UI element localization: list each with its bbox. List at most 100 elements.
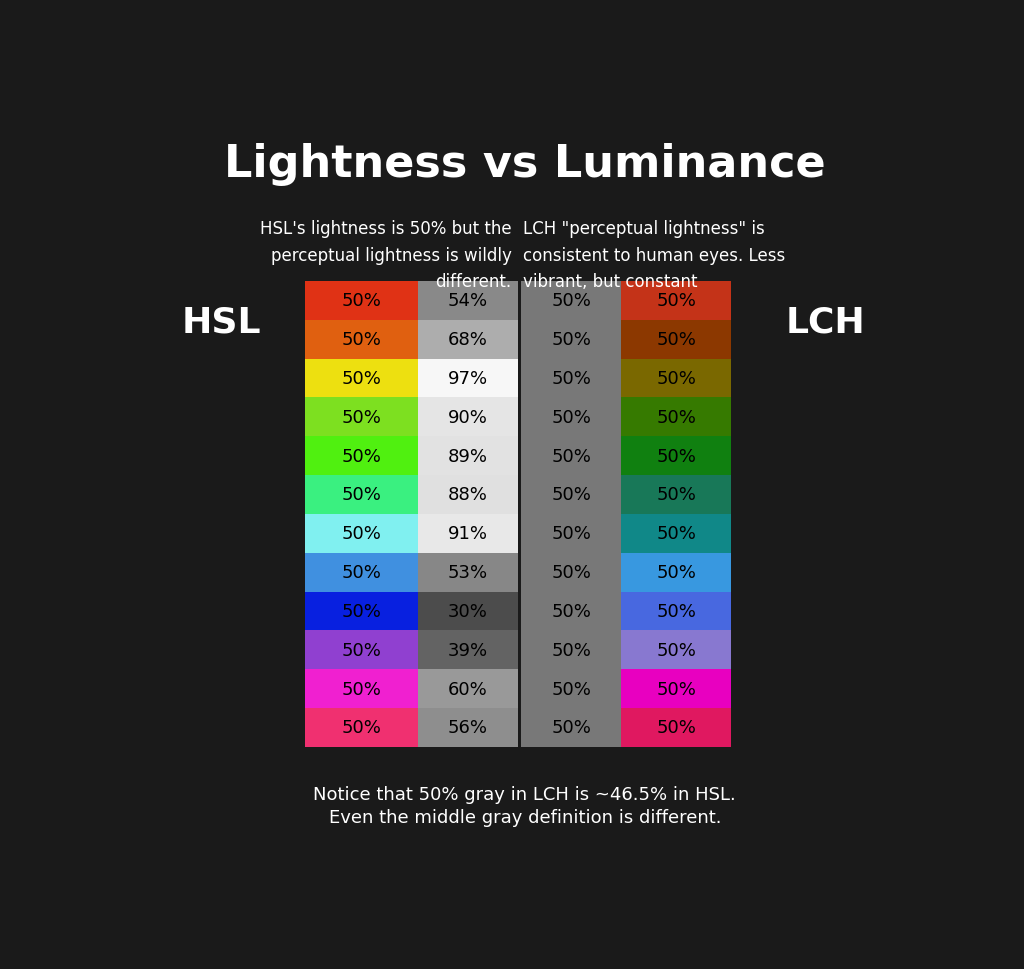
Bar	[305, 553, 418, 592]
Text: LCH "perceptual lightness" is
consistent to human eyes. Less
vibrant, but consta: LCH "perceptual lightness" is consistent…	[523, 220, 785, 291]
Bar	[418, 321, 518, 359]
Bar	[305, 515, 418, 553]
Bar	[305, 631, 418, 670]
Text: 50%: 50%	[656, 680, 696, 698]
Text: 50%: 50%	[551, 369, 591, 388]
Bar	[305, 321, 418, 359]
Text: 88%: 88%	[447, 486, 487, 504]
Text: 53%: 53%	[447, 564, 487, 581]
Text: 50%: 50%	[341, 525, 381, 543]
Text: 50%: 50%	[551, 603, 591, 620]
Text: 68%: 68%	[447, 330, 487, 349]
Text: 50%: 50%	[656, 292, 696, 310]
Bar	[622, 282, 731, 321]
Text: Lightness vs Luminance: Lightness vs Luminance	[224, 142, 825, 185]
Text: 50%: 50%	[341, 447, 381, 465]
Bar	[418, 592, 518, 631]
Text: 50%: 50%	[341, 603, 381, 620]
Bar	[418, 631, 518, 670]
Bar	[305, 359, 418, 398]
Text: HSL's lightness is 50% but the
perceptual lightness is wildly
different.: HSL's lightness is 50% but the perceptua…	[260, 220, 512, 291]
Text: Notice that 50% gray in LCH is ~46.5% in HSL.: Notice that 50% gray in LCH is ~46.5% in…	[313, 786, 736, 803]
Bar	[622, 398, 731, 437]
Text: 50%: 50%	[656, 447, 696, 465]
Text: 56%: 56%	[447, 719, 487, 736]
Text: 50%: 50%	[656, 564, 696, 581]
Bar	[305, 437, 418, 476]
Bar	[418, 437, 518, 476]
Text: 50%: 50%	[656, 603, 696, 620]
Text: 50%: 50%	[656, 719, 696, 736]
Text: LCH: LCH	[785, 304, 865, 339]
Bar	[622, 437, 731, 476]
Bar	[622, 515, 731, 553]
Text: 50%: 50%	[656, 641, 696, 659]
Text: 50%: 50%	[551, 330, 591, 349]
Bar	[521, 592, 622, 631]
Text: 50%: 50%	[341, 564, 381, 581]
Bar	[418, 476, 518, 515]
Text: 50%: 50%	[341, 641, 381, 659]
Text: 60%: 60%	[447, 680, 487, 698]
Bar	[622, 592, 731, 631]
Text: 39%: 39%	[447, 641, 487, 659]
Bar	[521, 282, 622, 321]
Bar	[521, 553, 622, 592]
Text: 89%: 89%	[447, 447, 487, 465]
Bar	[521, 321, 622, 359]
Bar	[622, 553, 731, 592]
Text: 97%: 97%	[447, 369, 487, 388]
Text: 50%: 50%	[656, 486, 696, 504]
Bar	[622, 708, 731, 747]
Text: 50%: 50%	[551, 408, 591, 426]
Bar	[418, 282, 518, 321]
Bar	[622, 321, 731, 359]
Bar	[305, 708, 418, 747]
Bar	[305, 670, 418, 708]
Bar	[622, 476, 731, 515]
Bar	[521, 515, 622, 553]
Text: 50%: 50%	[551, 719, 591, 736]
Text: 50%: 50%	[551, 525, 591, 543]
Bar	[305, 592, 418, 631]
Text: 90%: 90%	[447, 408, 487, 426]
Text: 50%: 50%	[341, 292, 381, 310]
Text: Even the middle gray definition is different.: Even the middle gray definition is diffe…	[329, 808, 721, 827]
Bar	[418, 359, 518, 398]
Bar	[418, 398, 518, 437]
Text: 50%: 50%	[551, 292, 591, 310]
Bar	[418, 670, 518, 708]
Text: 50%: 50%	[551, 564, 591, 581]
Bar	[305, 476, 418, 515]
Text: 54%: 54%	[447, 292, 487, 310]
Text: 50%: 50%	[341, 719, 381, 736]
Text: 50%: 50%	[341, 330, 381, 349]
Text: 50%: 50%	[341, 408, 381, 426]
Text: 50%: 50%	[341, 369, 381, 388]
Bar	[521, 708, 622, 747]
Text: 50%: 50%	[551, 680, 591, 698]
Bar	[521, 359, 622, 398]
Text: 91%: 91%	[447, 525, 487, 543]
Text: 50%: 50%	[341, 486, 381, 504]
Text: 50%: 50%	[341, 680, 381, 698]
Text: 50%: 50%	[656, 525, 696, 543]
Text: 50%: 50%	[656, 408, 696, 426]
Text: 50%: 50%	[551, 447, 591, 465]
Bar	[418, 515, 518, 553]
Bar	[521, 398, 622, 437]
Text: HSL: HSL	[181, 304, 261, 339]
Bar	[521, 437, 622, 476]
Bar	[521, 631, 622, 670]
Bar	[305, 282, 418, 321]
Text: 30%: 30%	[447, 603, 487, 620]
Text: 50%: 50%	[551, 486, 591, 504]
Bar	[622, 670, 731, 708]
Text: 50%: 50%	[551, 641, 591, 659]
Bar	[521, 476, 622, 515]
Bar	[622, 631, 731, 670]
Bar	[622, 359, 731, 398]
Bar	[305, 398, 418, 437]
Text: 50%: 50%	[656, 369, 696, 388]
Bar	[521, 670, 622, 708]
